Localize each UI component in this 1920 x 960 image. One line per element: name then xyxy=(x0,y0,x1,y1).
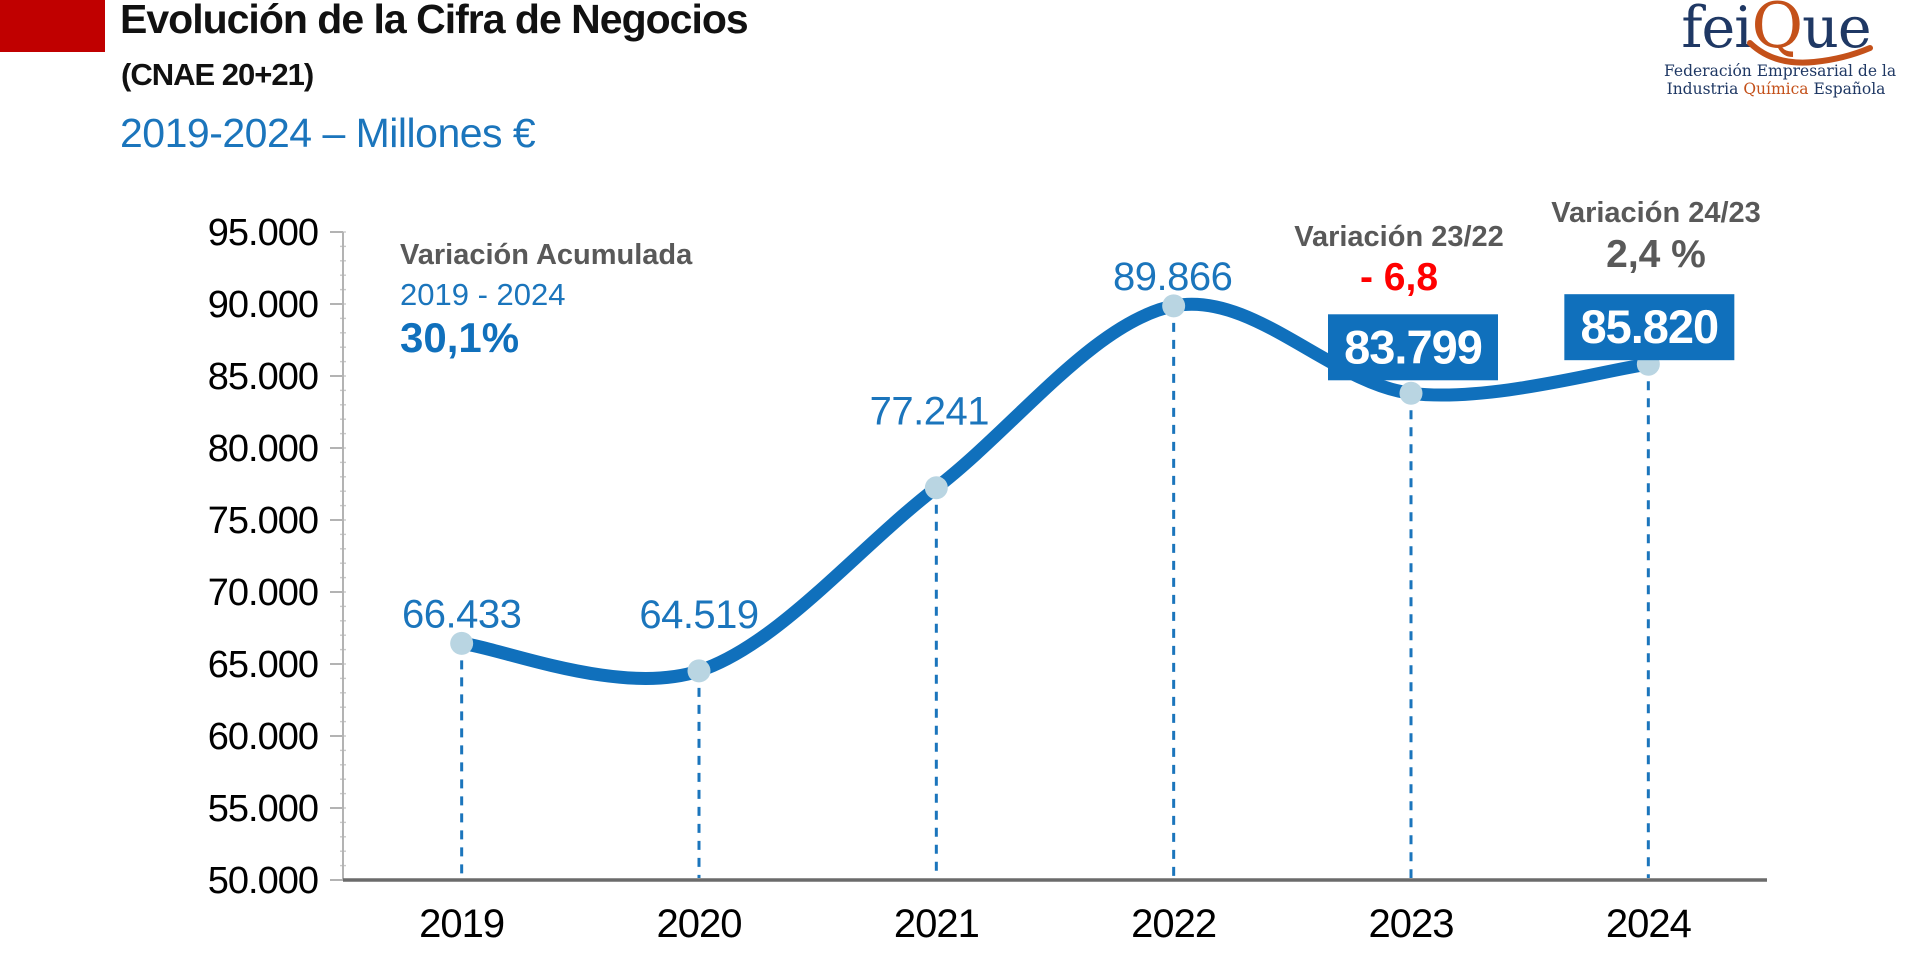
red-accent-block xyxy=(0,0,105,52)
annotation-variation-24-23: Variación 24/23 2,4 % xyxy=(1551,192,1761,276)
data-point-value-label: 64.519 xyxy=(639,593,758,637)
data-point-marker xyxy=(687,659,711,683)
logo-tagline-line2a: Industria xyxy=(1666,80,1744,98)
x-axis-category-label: 2024 xyxy=(1606,902,1692,946)
feique-logo-tagline: Federación Empresarial de la Industria Q… xyxy=(1664,62,1896,98)
y-axis-tick-label: 65.000 xyxy=(208,644,318,686)
data-point-marker xyxy=(450,631,474,655)
feique-logo-wordmark: feiQue xyxy=(1664,0,1888,66)
data-point-value-label: 77.241 xyxy=(870,390,989,434)
annotation-accumulated-value: 30,1% xyxy=(400,314,520,361)
data-point-value-label: 89.866 xyxy=(1113,255,1232,299)
annotation-23-22-title: Variación 23/22 xyxy=(1294,221,1504,253)
y-axis-tick-label: 75.000 xyxy=(208,500,318,542)
x-axis-category-label: 2023 xyxy=(1369,902,1454,946)
data-point-marker xyxy=(1162,294,1186,318)
logo-text-post: ue xyxy=(1802,0,1871,61)
data-point-marker xyxy=(1399,381,1423,405)
data-point-value-label: 66.433 xyxy=(402,592,521,636)
annotation-accumulated-title: Variación Acumulada xyxy=(400,239,693,271)
y-axis-tick-label: 95.000 xyxy=(208,212,318,254)
feique-logo: feiQue Federación Empresarial de la Indu… xyxy=(1664,0,1896,98)
page-period-line: 2019-2024 – Millones € xyxy=(120,110,536,156)
x-axis-category-label: 2019 xyxy=(419,902,504,946)
logo-q-swash-icon xyxy=(1747,40,1873,66)
x-axis-category-label: 2020 xyxy=(657,902,742,946)
annotation-23-22-value: - 6,8 xyxy=(1359,256,1439,299)
page-subtitle-cnae: (CNAE 20+21) xyxy=(121,57,314,92)
logo-tagline-line2-accent: Química xyxy=(1743,80,1809,98)
value-box xyxy=(1328,314,1498,381)
logo-text-pre: fei xyxy=(1681,0,1752,61)
annotation-variation-23-22: Variación 23/22 - 6,8 xyxy=(1294,217,1504,299)
y-axis-tick-label: 85.000 xyxy=(208,356,318,398)
y-axis-tick-label: 50.000 xyxy=(208,860,318,902)
revenue-series-line xyxy=(455,297,1655,685)
y-axis-tick-label: 60.000 xyxy=(208,716,318,758)
annotation-24-23-title: Variación 24/23 xyxy=(1551,197,1761,229)
y-axis-tick-label: 90.000 xyxy=(208,284,318,326)
value-box xyxy=(1564,294,1735,361)
y-axis-tick-label: 70.000 xyxy=(208,572,318,614)
value-box-label: 83.799 xyxy=(1344,320,1482,373)
x-axis-category-label: 2021 xyxy=(894,902,979,946)
page-title: Evolución de la Cifra de Negocios xyxy=(120,0,749,42)
y-axis-tick-label: 80.000 xyxy=(208,428,318,470)
logo-tagline-line2b: Española xyxy=(1808,80,1886,98)
annotation-accumulated-variation: Variación Acumulada 2019 - 2024 30,1% xyxy=(400,236,692,361)
x-axis-category-label: 2022 xyxy=(1131,902,1216,946)
data-point-marker xyxy=(924,476,948,500)
annotation-accumulated-period: 2019 - 2024 xyxy=(400,277,566,312)
annotation-24-23-value: 2,4 % xyxy=(1606,233,1706,276)
logo-tagline-line1: Federación Empresarial de la xyxy=(1664,62,1897,80)
y-axis-tick-label: 55.000 xyxy=(208,788,318,830)
value-box-label: 85.820 xyxy=(1580,300,1718,353)
